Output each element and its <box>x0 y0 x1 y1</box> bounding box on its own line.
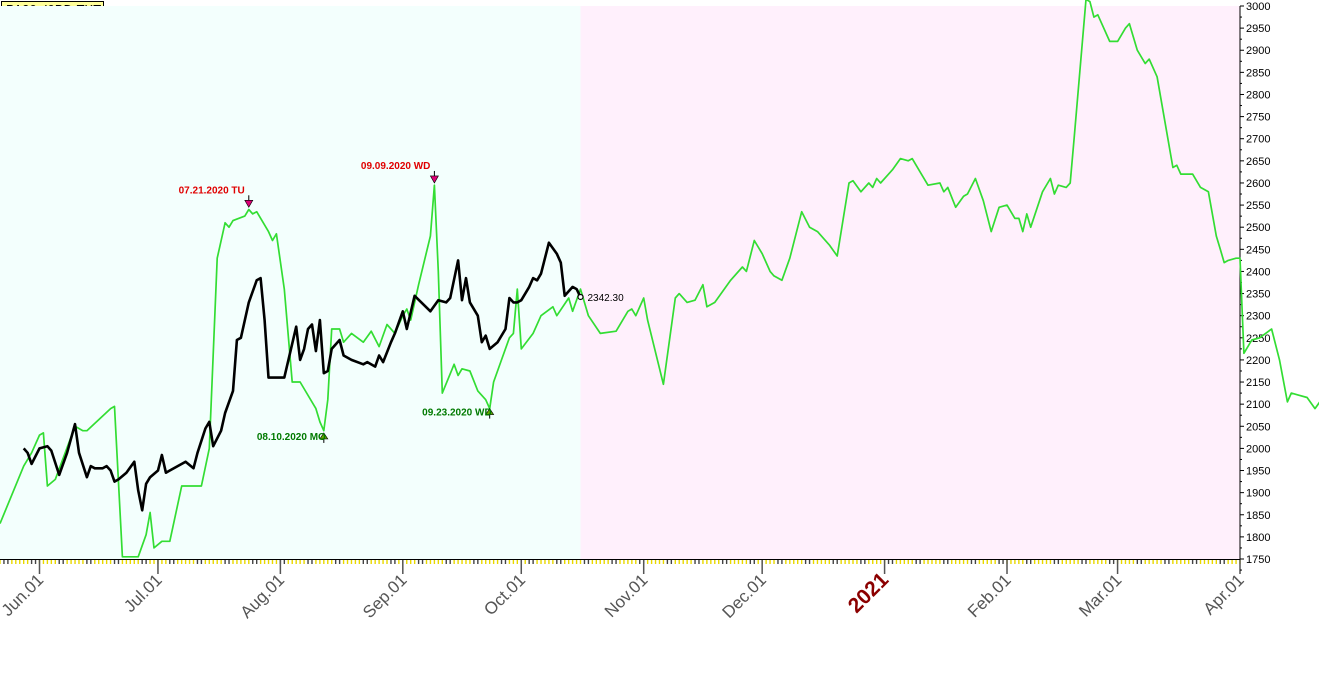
peak-marker-icon <box>429 175 439 184</box>
trough-annotation-label: 08.10.2020 MO <box>257 432 326 443</box>
y-tick-label: 2800 <box>1246 89 1270 101</box>
y-tick-label: 2100 <box>1246 399 1270 411</box>
last-value-label: 2342.30 <box>588 293 625 304</box>
y-tick-label: 2400 <box>1246 266 1270 278</box>
y-tick-label: 2650 <box>1246 156 1270 168</box>
y-tick-label: 2000 <box>1246 443 1270 455</box>
x-tick-label: Aug.01 <box>237 570 289 622</box>
y-tick-label: 2700 <box>1246 134 1270 146</box>
x-tick-label: Dec.01 <box>718 570 770 622</box>
x-axis: Jun.01 Jul.01 Aug.01 Sep.01 Oct.01 Nov.01 Dec.… <box>0 559 1248 622</box>
y-tick-label: 1750 <box>1246 554 1270 566</box>
x-tick-label: Mar.01 <box>1075 570 1125 620</box>
y-tick-label: 2900 <box>1246 45 1270 57</box>
y-tick-label: 1950 <box>1246 466 1270 478</box>
y-tick-label: 2750 <box>1246 112 1270 124</box>
y-tick-label: 2500 <box>1246 222 1270 234</box>
x-tick-label: Oct.01 <box>480 570 529 619</box>
peak-annotation-label: 09.09.2020 WD <box>361 161 431 172</box>
peak-marker-icon <box>244 199 254 208</box>
last-value-marker <box>577 293 584 301</box>
y-tick-label: 2200 <box>1246 355 1270 367</box>
history-background <box>0 6 581 559</box>
y-axis: 1750 1800 1850 1900 1950 2000 2050 2100 2150 2200… <box>1239 1 1270 571</box>
y-tick-label: 2600 <box>1246 178 1270 190</box>
forecast-background <box>580 6 1240 559</box>
y-tick-label: 1900 <box>1246 488 1270 500</box>
y-tick-label: 2950 <box>1246 23 1270 35</box>
peak-annotation-label: 07.21.2020 TU <box>179 185 245 196</box>
y-tick-label: 2850 <box>1246 67 1270 79</box>
trough-annotation-label: 09.23.2020 WD <box>422 408 492 419</box>
x-tick-label: Apr.01 <box>1200 570 1248 618</box>
y-tick-label: 2300 <box>1246 311 1270 323</box>
x-tick-label: Jul.01 <box>120 570 166 616</box>
x-tick-label: Feb.01 <box>964 570 1015 621</box>
series-layer: 2342.30 <box>0 0 1319 558</box>
y-tick-label: 2350 <box>1246 289 1270 301</box>
x-tick-label: Jun.01 <box>0 570 47 620</box>
y-tick-label: 3000 <box>1246 1 1270 13</box>
y-tick-label: 1850 <box>1246 510 1270 522</box>
y-tick-label: 1800 <box>1246 532 1270 544</box>
y-tick-label: 2450 <box>1246 244 1270 256</box>
y-tick-label: 2550 <box>1246 200 1270 212</box>
price-series-line <box>22 241 582 512</box>
x-tick-label: Nov.01 <box>601 570 652 621</box>
x-tick-label: 2021 <box>844 568 894 618</box>
forecast-series-line <box>0 0 1319 558</box>
y-tick-label: 2050 <box>1246 421 1270 433</box>
x-tick-label: Sep.01 <box>359 570 411 622</box>
y-tick-label: 2150 <box>1246 377 1270 389</box>
